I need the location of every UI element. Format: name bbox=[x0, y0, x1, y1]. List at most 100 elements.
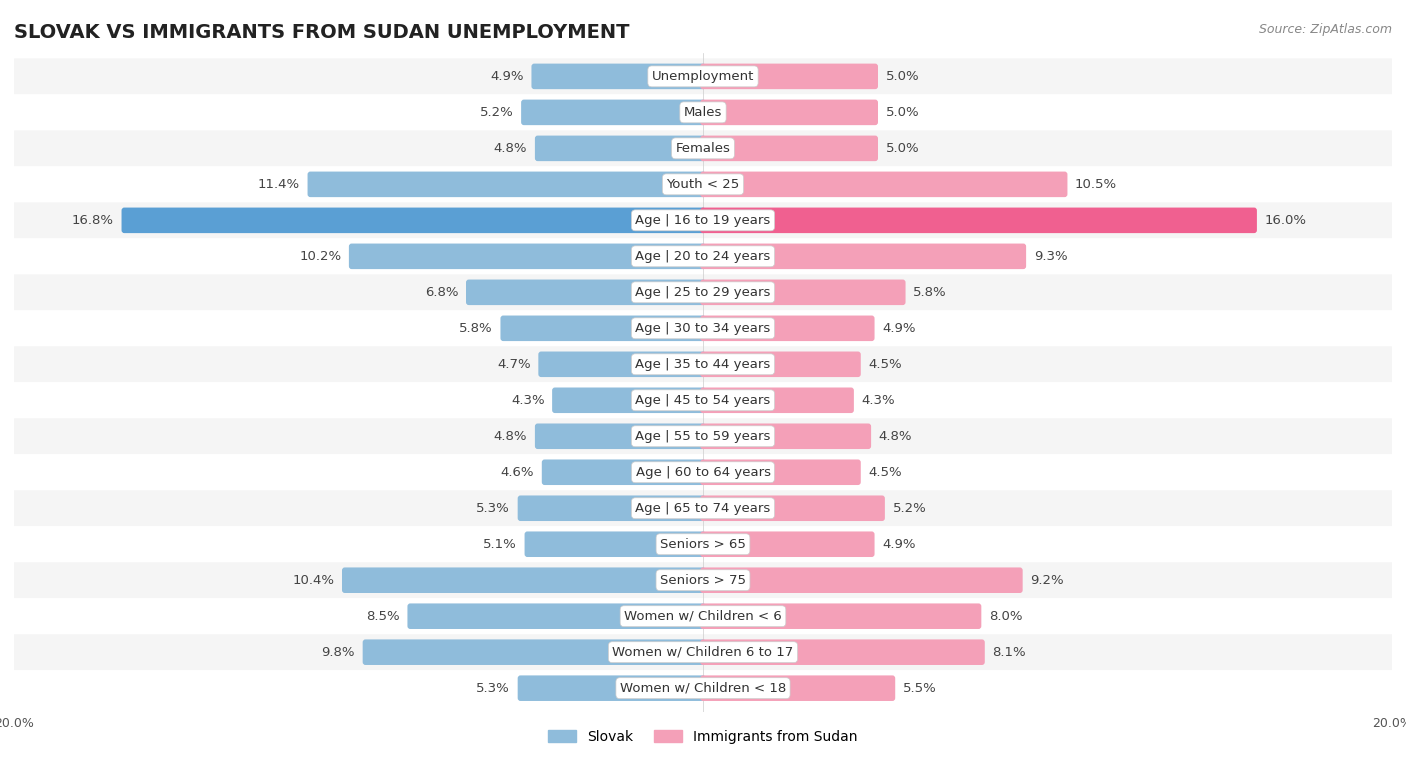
Text: Women w/ Children 6 to 17: Women w/ Children 6 to 17 bbox=[613, 646, 793, 659]
Text: Age | 45 to 54 years: Age | 45 to 54 years bbox=[636, 394, 770, 407]
Text: 9.8%: 9.8% bbox=[322, 646, 356, 659]
FancyBboxPatch shape bbox=[14, 491, 1392, 526]
Text: 5.8%: 5.8% bbox=[912, 286, 946, 299]
Text: 5.5%: 5.5% bbox=[903, 682, 936, 695]
FancyBboxPatch shape bbox=[14, 130, 1392, 167]
FancyBboxPatch shape bbox=[14, 670, 1392, 706]
FancyBboxPatch shape bbox=[408, 603, 706, 629]
Text: 10.2%: 10.2% bbox=[299, 250, 342, 263]
FancyBboxPatch shape bbox=[700, 244, 1026, 269]
Text: 4.5%: 4.5% bbox=[869, 358, 903, 371]
Text: 16.0%: 16.0% bbox=[1264, 213, 1306, 227]
FancyBboxPatch shape bbox=[700, 100, 877, 125]
FancyBboxPatch shape bbox=[14, 634, 1392, 670]
Text: Seniors > 75: Seniors > 75 bbox=[659, 574, 747, 587]
FancyBboxPatch shape bbox=[524, 531, 706, 557]
Text: 4.8%: 4.8% bbox=[494, 142, 527, 155]
Text: 6.8%: 6.8% bbox=[425, 286, 458, 299]
Text: 8.5%: 8.5% bbox=[366, 609, 399, 623]
Text: 4.5%: 4.5% bbox=[869, 466, 903, 478]
FancyBboxPatch shape bbox=[14, 526, 1392, 562]
FancyBboxPatch shape bbox=[700, 640, 984, 665]
Text: Seniors > 65: Seniors > 65 bbox=[659, 537, 747, 551]
FancyBboxPatch shape bbox=[541, 459, 706, 485]
FancyBboxPatch shape bbox=[14, 419, 1392, 454]
FancyBboxPatch shape bbox=[14, 202, 1392, 238]
FancyBboxPatch shape bbox=[538, 351, 706, 377]
Text: 16.8%: 16.8% bbox=[72, 213, 114, 227]
FancyBboxPatch shape bbox=[700, 351, 860, 377]
FancyBboxPatch shape bbox=[14, 346, 1392, 382]
FancyBboxPatch shape bbox=[700, 207, 1257, 233]
FancyBboxPatch shape bbox=[349, 244, 706, 269]
FancyBboxPatch shape bbox=[700, 496, 884, 521]
FancyBboxPatch shape bbox=[700, 316, 875, 341]
Text: 4.9%: 4.9% bbox=[882, 322, 915, 335]
Text: 5.3%: 5.3% bbox=[477, 502, 510, 515]
Text: 5.0%: 5.0% bbox=[886, 106, 920, 119]
FancyBboxPatch shape bbox=[465, 279, 706, 305]
FancyBboxPatch shape bbox=[14, 562, 1392, 598]
FancyBboxPatch shape bbox=[501, 316, 706, 341]
Text: 4.3%: 4.3% bbox=[862, 394, 896, 407]
Text: Males: Males bbox=[683, 106, 723, 119]
FancyBboxPatch shape bbox=[342, 568, 706, 593]
Text: 5.2%: 5.2% bbox=[893, 502, 927, 515]
Text: 5.3%: 5.3% bbox=[477, 682, 510, 695]
FancyBboxPatch shape bbox=[700, 568, 1022, 593]
FancyBboxPatch shape bbox=[700, 603, 981, 629]
Text: 4.8%: 4.8% bbox=[879, 430, 912, 443]
FancyBboxPatch shape bbox=[14, 95, 1392, 130]
Text: 9.2%: 9.2% bbox=[1031, 574, 1064, 587]
Text: Females: Females bbox=[675, 142, 731, 155]
Text: 5.1%: 5.1% bbox=[484, 537, 517, 551]
Text: Age | 55 to 59 years: Age | 55 to 59 years bbox=[636, 430, 770, 443]
Text: Age | 30 to 34 years: Age | 30 to 34 years bbox=[636, 322, 770, 335]
FancyBboxPatch shape bbox=[308, 172, 706, 197]
Text: 5.2%: 5.2% bbox=[479, 106, 513, 119]
FancyBboxPatch shape bbox=[14, 274, 1392, 310]
Text: Age | 65 to 74 years: Age | 65 to 74 years bbox=[636, 502, 770, 515]
Text: 5.8%: 5.8% bbox=[460, 322, 494, 335]
Text: 8.1%: 8.1% bbox=[993, 646, 1026, 659]
Text: 5.0%: 5.0% bbox=[886, 142, 920, 155]
FancyBboxPatch shape bbox=[700, 279, 905, 305]
Text: Age | 60 to 64 years: Age | 60 to 64 years bbox=[636, 466, 770, 478]
Text: 4.7%: 4.7% bbox=[498, 358, 531, 371]
FancyBboxPatch shape bbox=[14, 58, 1392, 95]
FancyBboxPatch shape bbox=[700, 64, 877, 89]
FancyBboxPatch shape bbox=[14, 598, 1392, 634]
Text: 11.4%: 11.4% bbox=[257, 178, 299, 191]
FancyBboxPatch shape bbox=[700, 531, 875, 557]
FancyBboxPatch shape bbox=[700, 675, 896, 701]
Text: 4.9%: 4.9% bbox=[491, 70, 524, 83]
FancyBboxPatch shape bbox=[534, 136, 706, 161]
FancyBboxPatch shape bbox=[534, 423, 706, 449]
Text: 10.4%: 10.4% bbox=[292, 574, 335, 587]
Text: 5.0%: 5.0% bbox=[886, 70, 920, 83]
FancyBboxPatch shape bbox=[531, 64, 706, 89]
Text: 10.5%: 10.5% bbox=[1076, 178, 1118, 191]
FancyBboxPatch shape bbox=[553, 388, 706, 413]
FancyBboxPatch shape bbox=[517, 496, 706, 521]
FancyBboxPatch shape bbox=[517, 675, 706, 701]
Text: 9.3%: 9.3% bbox=[1033, 250, 1067, 263]
Text: Age | 16 to 19 years: Age | 16 to 19 years bbox=[636, 213, 770, 227]
Legend: Slovak, Immigrants from Sudan: Slovak, Immigrants from Sudan bbox=[541, 723, 865, 751]
FancyBboxPatch shape bbox=[700, 459, 860, 485]
Text: SLOVAK VS IMMIGRANTS FROM SUDAN UNEMPLOYMENT: SLOVAK VS IMMIGRANTS FROM SUDAN UNEMPLOY… bbox=[14, 23, 630, 42]
FancyBboxPatch shape bbox=[700, 136, 877, 161]
Text: Age | 25 to 29 years: Age | 25 to 29 years bbox=[636, 286, 770, 299]
FancyBboxPatch shape bbox=[14, 454, 1392, 491]
Text: 4.9%: 4.9% bbox=[882, 537, 915, 551]
Text: Women w/ Children < 18: Women w/ Children < 18 bbox=[620, 682, 786, 695]
Text: Women w/ Children < 6: Women w/ Children < 6 bbox=[624, 609, 782, 623]
FancyBboxPatch shape bbox=[14, 167, 1392, 202]
Text: 4.8%: 4.8% bbox=[494, 430, 527, 443]
Text: Youth < 25: Youth < 25 bbox=[666, 178, 740, 191]
Text: 4.6%: 4.6% bbox=[501, 466, 534, 478]
Text: Age | 20 to 24 years: Age | 20 to 24 years bbox=[636, 250, 770, 263]
Text: 8.0%: 8.0% bbox=[988, 609, 1022, 623]
FancyBboxPatch shape bbox=[700, 423, 872, 449]
FancyBboxPatch shape bbox=[14, 238, 1392, 274]
